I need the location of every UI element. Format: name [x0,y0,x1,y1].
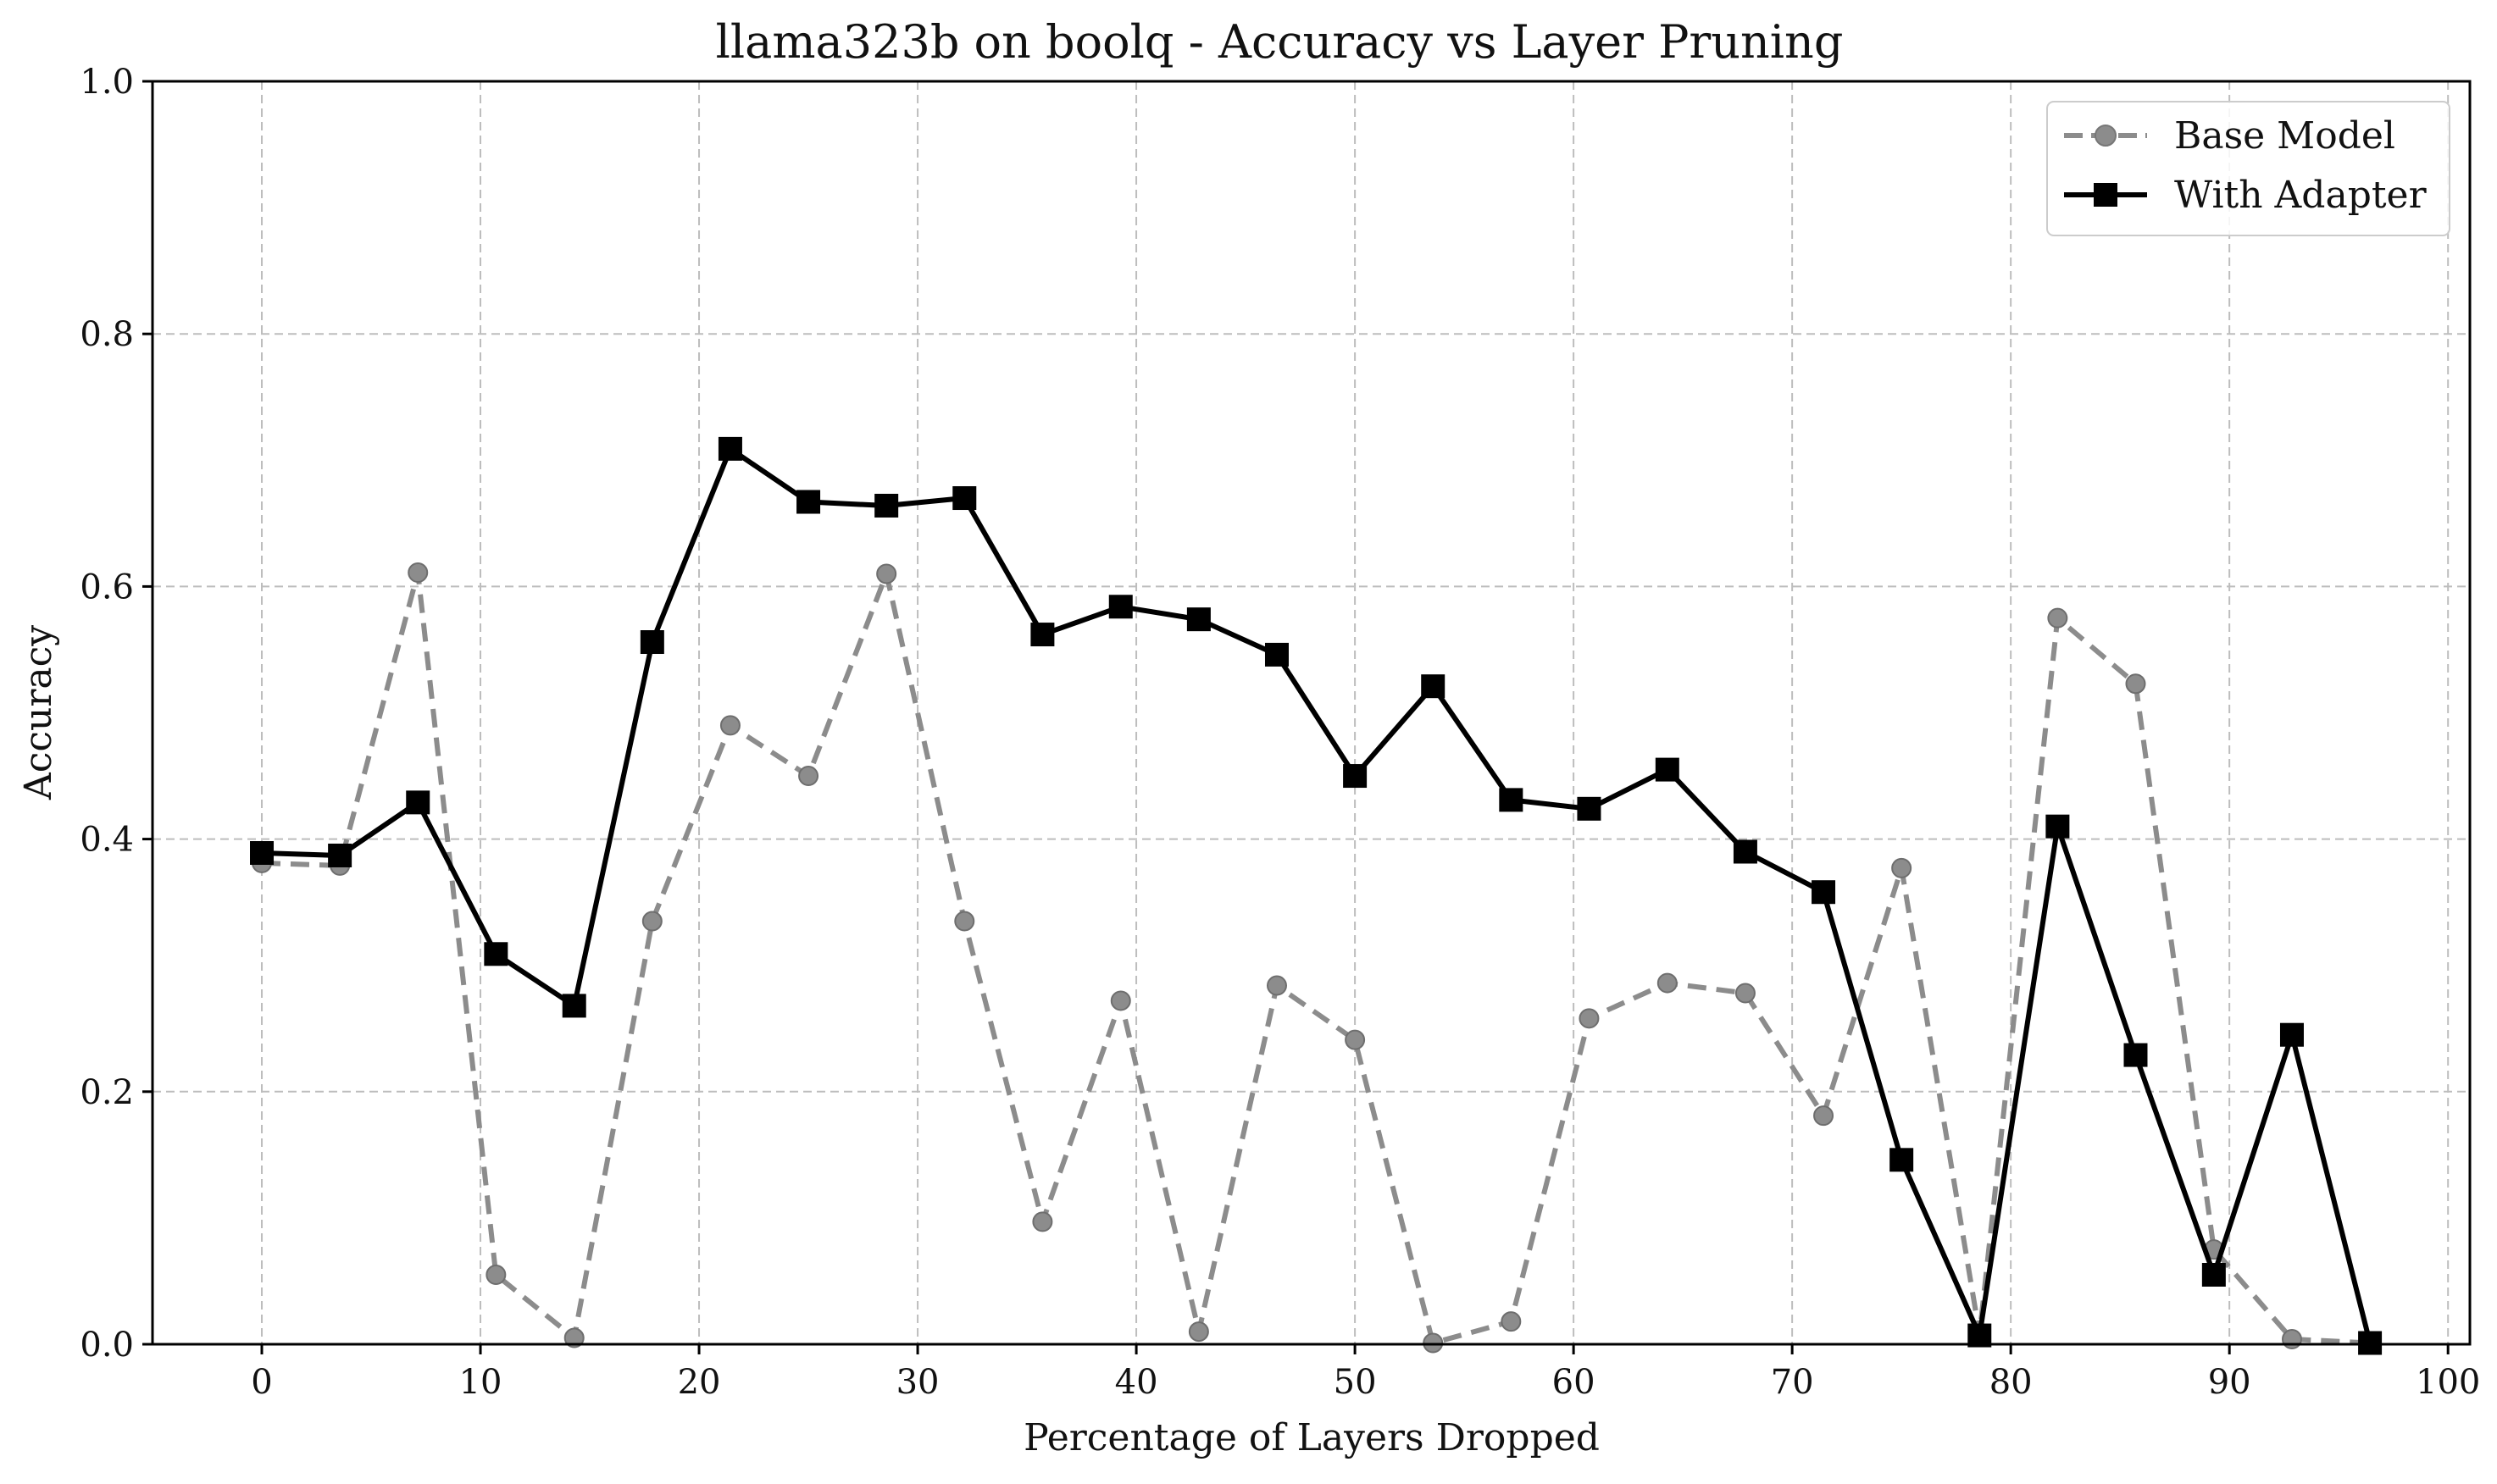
legend-with-adapter-marker [2094,183,2117,207]
point-with-adapter-18 [1655,757,1679,782]
point-with-adapter-6 [718,436,742,461]
point-with-adapter-7 [796,490,821,514]
point-base-model-5 [641,911,663,932]
chart-title: llama323b on boolq - Accuracy vs Layer P… [716,15,1844,69]
legend-base-model-label: Base Model [2174,114,2395,158]
point-with-adapter-3 [484,942,508,966]
point-with-adapter-12 [1186,607,1211,632]
point-base-model-11 [1110,990,1131,1011]
point-base-model-21 [1891,857,1912,878]
y-tick-label-5: 1.0 [80,63,134,102]
point-with-adapter-5 [640,630,664,655]
point-base-model-3 [486,1264,507,1285]
series-layer [250,436,2383,1355]
point-base-model-10 [1032,1211,1053,1232]
series-line-base-model [261,570,2371,1346]
point-base-model-24 [2125,673,2146,695]
point-base-model-4 [563,1327,585,1348]
point-with-adapter-1 [328,843,352,867]
point-base-model-13 [1266,975,1287,996]
point-base-model-8 [876,563,897,584]
y-tick-label-0: 0.0 [80,1326,134,1365]
point-with-adapter-17 [1577,796,1601,821]
legend-with-adapter-label: With Adapter [2174,174,2428,217]
point-with-adapter-19 [1733,839,1757,864]
point-with-adapter-16 [1499,788,1523,812]
point-base-model-12 [1188,1321,1209,1343]
y-tick-label-1: 0.2 [80,1073,134,1112]
axis-ticks: 0 10 20 30 40 50 60 70 80 90 100 0.0 0.2 0.4 0.6 0.8 1.0 [80,63,2480,1402]
point-base-model-20 [1813,1105,1834,1127]
y-axis-label: Accuracy [17,625,60,800]
x-tick-label-9: 90 [2208,1363,2251,1402]
y-tick-label-3: 0.6 [80,568,134,606]
point-with-adapter-21 [1889,1148,1914,1172]
point-with-adapter-14 [1343,764,1368,789]
x-axis-label: Percentage of Layers Dropped [1024,1416,1600,1459]
y-tick-label-4: 0.8 [80,315,134,354]
series-with-adapter [250,436,2383,1355]
point-with-adapter-0 [250,841,275,866]
x-tick-label-5: 50 [1334,1363,1377,1402]
point-with-adapter-9 [952,486,977,511]
legend: Base Model With Adapter [2046,101,2450,236]
x-tick-label-2: 20 [678,1363,721,1402]
point-with-adapter-11 [1108,595,1133,619]
point-base-model-7 [798,766,819,787]
x-tick-label-6: 60 [1552,1363,1595,1402]
point-with-adapter-4 [562,994,586,1018]
point-with-adapter-2 [406,790,430,815]
point-base-model-9 [954,911,975,932]
legend-box [2046,101,2450,236]
point-with-adapter-24 [2123,1043,2148,1067]
point-with-adapter-20 [1812,880,1836,905]
point-base-model-16 [1501,1311,1522,1332]
plot-frame [151,80,2472,1346]
x-tick-label-7: 70 [1771,1363,1814,1402]
point-base-model-19 [1734,983,1756,1004]
point-base-model-2 [408,562,429,583]
x-tick-label-1: 10 [459,1363,502,1402]
series-line-with-adapter [261,446,2373,1344]
point-base-model-6 [719,715,741,736]
point-with-adapter-15 [1421,674,1445,699]
legend-base-model-marker [2095,125,2117,147]
point-with-adapter-23 [2045,814,2070,839]
point-base-model-18 [1656,972,1678,994]
point-with-adapter-13 [1264,642,1289,667]
point-base-model-17 [1579,1008,1600,1029]
x-tick-label-0: 0 [251,1363,272,1402]
point-base-model-26 [2281,1329,2302,1350]
x-tick-label-8: 80 [1989,1363,2033,1402]
point-with-adapter-26 [2279,1022,2304,1047]
point-with-adapter-25 [2201,1262,2226,1287]
point-with-adapter-10 [1030,623,1055,647]
y-tick-label-2: 0.4 [80,821,134,860]
point-base-model-23 [2047,607,2068,628]
point-with-adapter-8 [874,493,899,518]
x-tick-label-10: 100 [2416,1363,2480,1402]
point-base-model-14 [1345,1029,1366,1050]
x-tick-label-3: 30 [896,1363,940,1402]
x-tick-label-4: 40 [1115,1363,1158,1402]
